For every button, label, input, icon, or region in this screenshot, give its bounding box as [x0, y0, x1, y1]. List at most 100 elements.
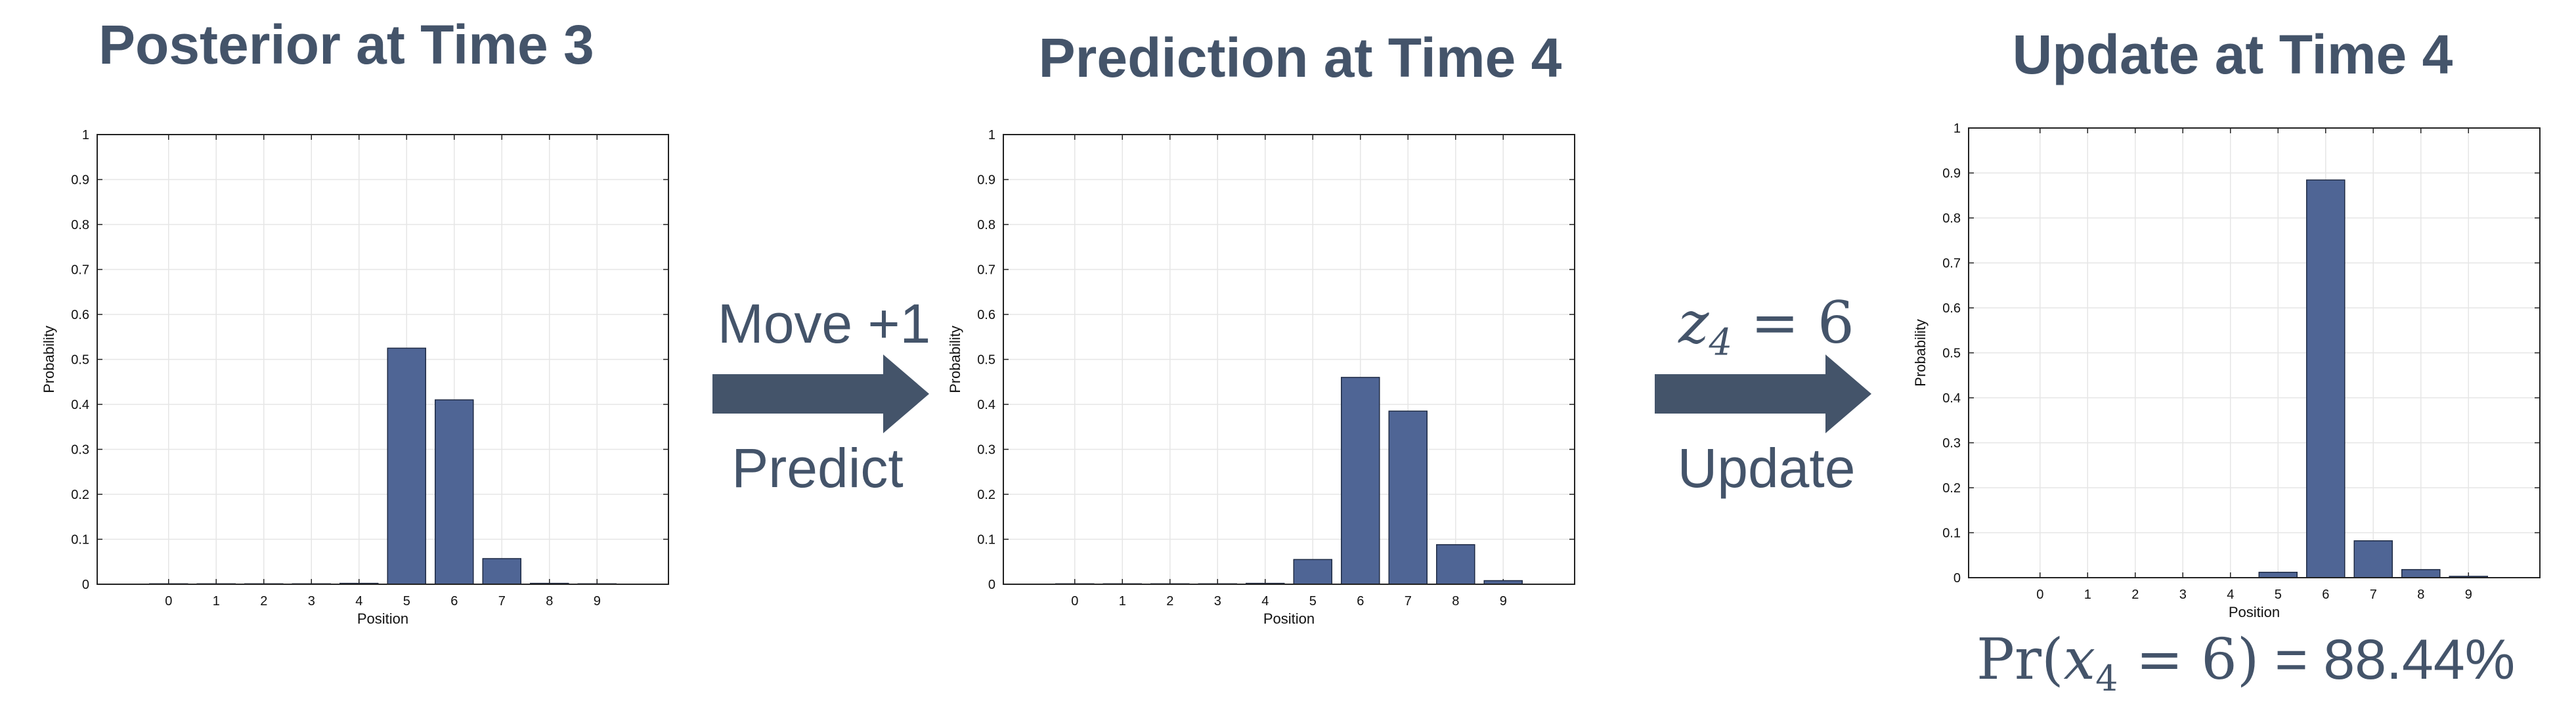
x-tick-label: 1	[1119, 594, 1126, 609]
x-tick-label: 4	[1261, 594, 1269, 609]
grid-lines	[97, 134, 668, 585]
y-tick-label: 0.8	[71, 218, 89, 232]
y-tick-label: 1	[1954, 121, 1961, 136]
bar-position-7	[2353, 540, 2393, 578]
y-tick-label: 0.2	[977, 488, 995, 502]
bar-position-7	[482, 558, 521, 585]
chart-update-t4: 0 0.1 0.2 0.3 0.4 0.5 0.6 0.7 0.8 0.9 1 0 1 2 3 4 5 6 7 8 9 P…	[1912, 121, 2541, 620]
y-tick-label: 0.1	[1942, 526, 1961, 541]
x-tick-label: 2	[2131, 588, 2139, 602]
y-tick-label: 0.2	[71, 488, 89, 502]
bar-position-5	[1293, 559, 1332, 585]
y-tick-label: 0.3	[71, 443, 89, 458]
x-axis-label: Position	[1263, 610, 1315, 627]
x-tick-label: 1	[213, 594, 220, 609]
measurement-rest: = 6	[1732, 289, 1854, 356]
bar-position-6	[2306, 179, 2346, 578]
x-tick-label: 0	[165, 594, 172, 609]
y-tick-label: 0.9	[71, 173, 89, 188]
x-tick-label: 4	[2227, 588, 2234, 602]
y-tick-label: 0.5	[71, 353, 89, 368]
bar-position-6	[435, 399, 474, 585]
result-sub: 4	[2095, 658, 2118, 700]
right-arrow-icon	[712, 354, 929, 433]
y-tick-label: 0.8	[977, 218, 995, 232]
y-tick-label: 0.4	[977, 398, 995, 412]
axes-box	[97, 134, 669, 585]
bar-position-8	[2401, 568, 2441, 578]
y-tick-label: 0.6	[1942, 301, 1961, 316]
x-tick-label: 6	[450, 594, 458, 609]
right-arrow-icon	[1655, 354, 1871, 433]
y-tick-label: 0	[1954, 571, 1961, 586]
x-tick-label: 8	[2417, 588, 2424, 602]
x-tick-label: 9	[594, 594, 601, 609]
y-tick-label: 0.9	[1942, 167, 1961, 181]
grid-lines	[1003, 134, 1575, 585]
axes-box	[1968, 127, 2541, 578]
update-label: Update	[1677, 437, 1856, 499]
y-tick-label: 0.6	[977, 308, 995, 322]
result-value: = 88.44%	[2259, 628, 2516, 691]
x-tick-label: 4	[355, 594, 362, 609]
x-tick-label: 9	[2465, 588, 2472, 602]
y-axis-label: Probability	[1912, 319, 1929, 387]
measurement-sub: 4	[1709, 321, 1733, 364]
x-tick-label: 6	[1357, 594, 1364, 609]
y-tick-label: 0.7	[71, 263, 89, 278]
x-tick-label: 8	[1452, 594, 1459, 609]
y-tick-label: 0.1	[71, 533, 89, 547]
arrow-shape	[1655, 354, 1871, 433]
chart-2-title: Prediction at Time 4	[1038, 27, 1562, 89]
chart-posterior-t3: 0 0.1 0.2 0.3 0.4 0.5 0.6 0.7 0.8 0.9 1 0 1 2 3 4 5 6 7 8 9 P…	[41, 128, 669, 627]
bar-position-5	[387, 347, 426, 585]
x-tick-label: 5	[2275, 588, 2282, 602]
x-tick-label: 8	[546, 594, 553, 609]
chart-3-title: Update at Time 4	[2012, 24, 2453, 85]
y-tick-label: 0.8	[1942, 211, 1961, 226]
result-pr: Pr	[1976, 627, 2041, 693]
y-tick-label: 1	[988, 128, 995, 142]
x-tick-label: 7	[1405, 594, 1412, 609]
y-tick-label: 0.7	[1942, 257, 1961, 271]
y-tick-label: 0.4	[71, 398, 89, 412]
bar-position-5	[2258, 572, 2298, 578]
x-tick-label: 6	[2322, 588, 2329, 602]
y-axis-label: Probability	[41, 326, 57, 393]
x-tick-label: 3	[308, 594, 315, 609]
result-rest: = 6)	[2118, 627, 2259, 693]
x-tick-label: 9	[1500, 594, 1507, 609]
axes-box	[1003, 134, 1575, 585]
x-tick-label: 7	[498, 594, 506, 609]
x-axis-label: Position	[2229, 604, 2280, 620]
result-label: Pr(x4 = 6) = 88.44%	[1976, 627, 2554, 699]
grid-lines	[1969, 127, 2540, 578]
move-label: Move +1	[717, 293, 931, 354]
x-tick-label: 2	[1166, 594, 1173, 609]
x-axis-label: Position	[357, 610, 408, 627]
x-tick-label: 0	[2036, 588, 2043, 602]
measurement-var: z	[1678, 289, 1709, 356]
chart-1-title: Posterior at Time 3	[98, 14, 594, 75]
x-tick-label: 0	[1071, 594, 1078, 609]
x-tick-label: 1	[2084, 588, 2091, 602]
y-tick-label: 0.2	[1942, 481, 1961, 496]
y-tick-label: 0.9	[977, 173, 995, 188]
result-var: x	[2063, 627, 2096, 693]
bar-position-8	[1436, 544, 1475, 585]
x-tick-label: 5	[403, 594, 410, 609]
y-tick-label: 0.3	[1942, 437, 1961, 451]
bar-position-7	[1388, 410, 1428, 585]
x-tick-label: 7	[2370, 588, 2377, 602]
x-tick-label: 3	[1214, 594, 1221, 609]
x-tick-label: 2	[260, 594, 267, 609]
y-tick-label: 0.5	[1942, 347, 1961, 361]
y-tick-label: 0.6	[71, 308, 89, 322]
y-tick-label: 0.4	[1942, 391, 1961, 406]
measurement-label: z4 = 6	[1642, 289, 1891, 364]
bar-position-6	[1341, 377, 1380, 585]
y-tick-label: 0	[988, 578, 995, 592]
y-axis-label: Probability	[947, 326, 963, 393]
y-tick-label: 0.3	[977, 443, 995, 458]
x-tick-label: 5	[1309, 594, 1317, 609]
